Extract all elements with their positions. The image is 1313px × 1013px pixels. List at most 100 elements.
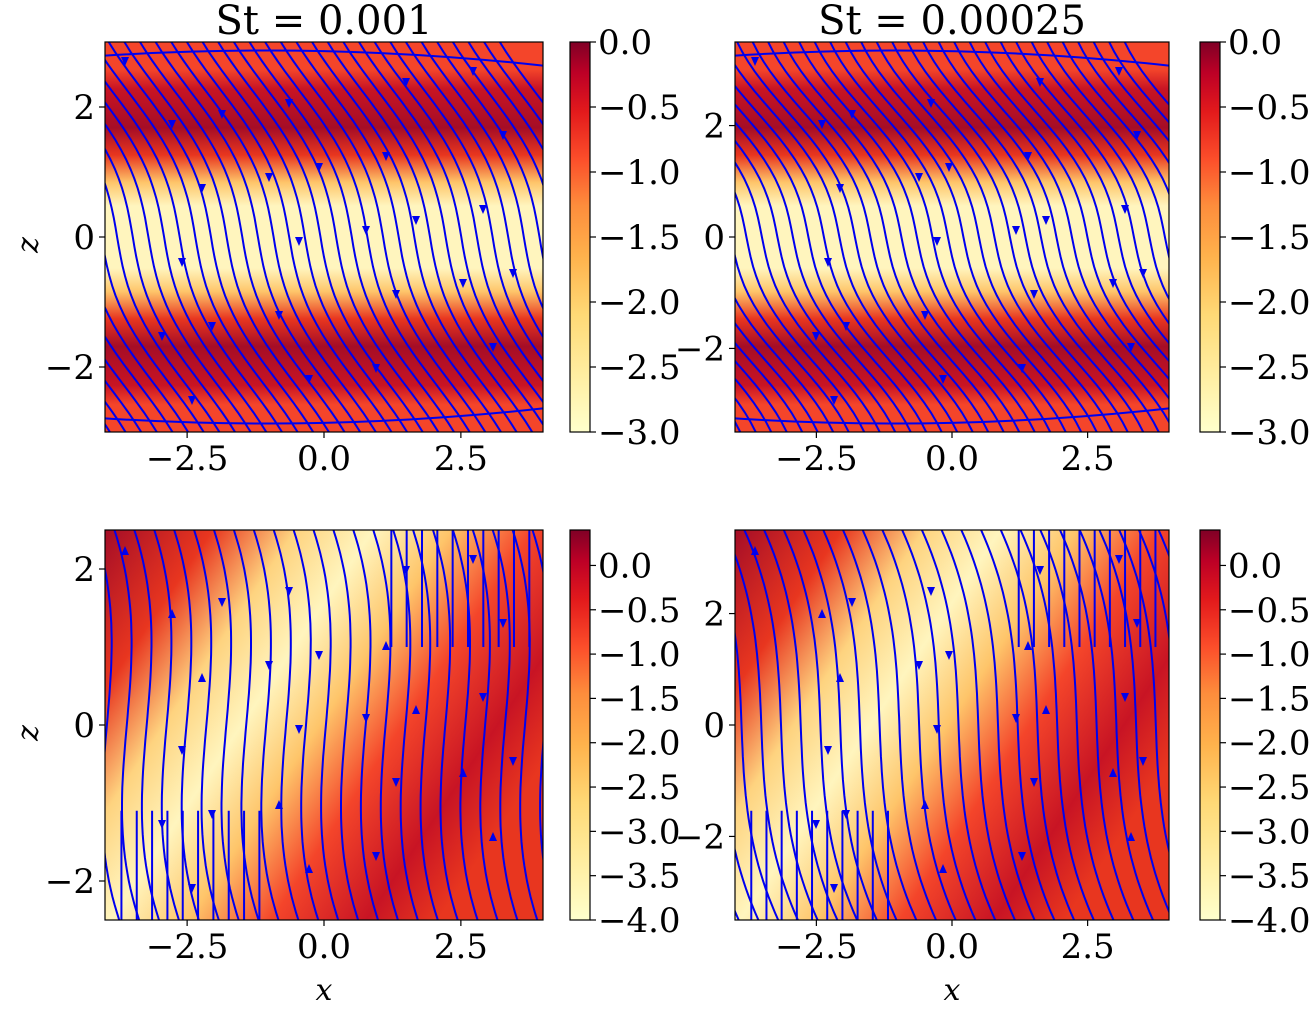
streamline-arrow — [459, 279, 467, 288]
colorbar — [569, 529, 591, 921]
streamline-arrow — [1115, 555, 1123, 564]
streamline-arrow — [939, 375, 947, 384]
streamline — [279, 42, 487, 432]
plot-title: St = 0.001 — [216, 0, 433, 44]
streamline-arrow — [933, 237, 941, 246]
streamline-arrow — [178, 746, 186, 755]
colorbar-tick-label: −1.0 — [598, 153, 681, 193]
streamline-arrow — [275, 800, 283, 809]
streamline-arrow — [198, 673, 206, 682]
streamline-arrow — [469, 67, 477, 76]
subplot-3: −2.5 0.0 2.520−2xz0.0−0.5−1.0−1.5−2.0−2.5−… — [11, 529, 681, 1008]
streamline — [105, 358, 158, 432]
streamline-arrow — [927, 99, 935, 108]
streamline-arrow — [1121, 205, 1129, 214]
streamline-arrow — [509, 757, 517, 766]
x-axis-label: x — [944, 973, 961, 1008]
streamline — [332, 530, 360, 920]
colorbar-tick-label: −2.5 — [598, 768, 681, 808]
streamline-arrow — [836, 673, 844, 682]
streamline-arrow — [921, 311, 929, 320]
streamline-arrow — [479, 205, 487, 214]
streamline-arrow — [208, 322, 216, 331]
streamline — [735, 251, 850, 432]
colorbar-tick-label: −1.5 — [598, 679, 681, 719]
y-tick-label: 2 — [73, 88, 95, 128]
streamline — [105, 147, 236, 432]
streamline-arrow — [818, 609, 826, 618]
streamlines — [735, 42, 1169, 432]
y-tick-label: 0 — [73, 706, 95, 746]
colorbar-tick-label: −1.0 — [1228, 635, 1311, 675]
streamline-arrow — [121, 546, 129, 555]
streamlines — [735, 530, 1169, 920]
streamline — [1108, 42, 1169, 124]
streamline-arrow — [1030, 290, 1038, 299]
colorbar — [569, 41, 591, 433]
streamline-arrow — [1127, 343, 1135, 352]
streamline — [735, 139, 897, 432]
streamline — [782, 42, 1021, 432]
streamline-arrow — [1042, 705, 1050, 714]
streamline-arrow — [469, 555, 477, 564]
streamline — [767, 42, 1005, 432]
streamline — [980, 530, 1056, 920]
streamline — [107, 42, 315, 432]
streamline-arrow — [402, 78, 410, 87]
colorbar-tick-label: 0.0 — [1228, 546, 1282, 586]
streamline-arrow — [218, 110, 226, 119]
streamline — [105, 49, 543, 67]
streamline — [272, 530, 300, 920]
streamline — [452, 42, 543, 188]
streamline — [735, 846, 760, 920]
streamline — [735, 190, 866, 432]
streamline-arrow — [499, 619, 507, 628]
streamline-arrow — [158, 332, 166, 341]
streamline-arrow — [392, 290, 400, 299]
x-tick-label: −2.5 — [146, 439, 229, 479]
streamline — [940, 530, 1016, 920]
streamline-arrow — [1012, 226, 1020, 235]
streamline-arrow — [1030, 778, 1038, 787]
streamline — [105, 407, 543, 425]
streamline — [822, 530, 898, 920]
colorbar-tick-label: −2.5 — [598, 348, 681, 388]
streamline-arrow — [1133, 131, 1141, 140]
streamline — [999, 42, 1169, 345]
streamline-arrow — [382, 152, 390, 161]
subplot-2: St = 0.00025 −2.5 0.0 2.5 2 0 −2 0.0 −0.5 −1.0 −1.… — [675, 0, 1311, 479]
streamline — [15, 530, 40, 920]
streamline — [233, 42, 440, 432]
streamline — [201, 42, 408, 432]
streamline — [860, 42, 1098, 432]
streamline — [483, 42, 543, 126]
streamline-arrow — [1133, 619, 1141, 628]
streamline — [735, 120, 912, 432]
streamline — [735, 341, 804, 432]
streamline — [844, 42, 1083, 432]
streamline — [906, 42, 1145, 432]
x-tick-label: 2.5 — [1061, 927, 1115, 967]
y-tick-label: −2 — [675, 817, 725, 857]
streamline — [105, 80, 283, 432]
streamline-arrow — [362, 714, 370, 723]
streamline-arrow — [1024, 152, 1032, 161]
streamline — [891, 42, 1129, 432]
streamlines — [15, 530, 543, 920]
y-tick-label: −2 — [675, 329, 725, 369]
streamline-arrow — [188, 884, 196, 893]
streamline — [1078, 530, 1154, 920]
x-tick-label: 0.0 — [925, 439, 979, 479]
streamline — [511, 530, 539, 920]
streamline — [1061, 42, 1169, 197]
streamline-arrow — [1121, 693, 1129, 702]
streamline-arrow — [412, 216, 420, 225]
streamline — [735, 63, 959, 432]
streamlines — [105, 42, 543, 432]
streamline-arrow — [372, 364, 380, 373]
streamline — [467, 42, 543, 152]
streamline-arrow — [305, 864, 313, 873]
streamline — [735, 359, 788, 432]
streamline-arrow — [275, 311, 283, 320]
streamline — [105, 181, 221, 432]
